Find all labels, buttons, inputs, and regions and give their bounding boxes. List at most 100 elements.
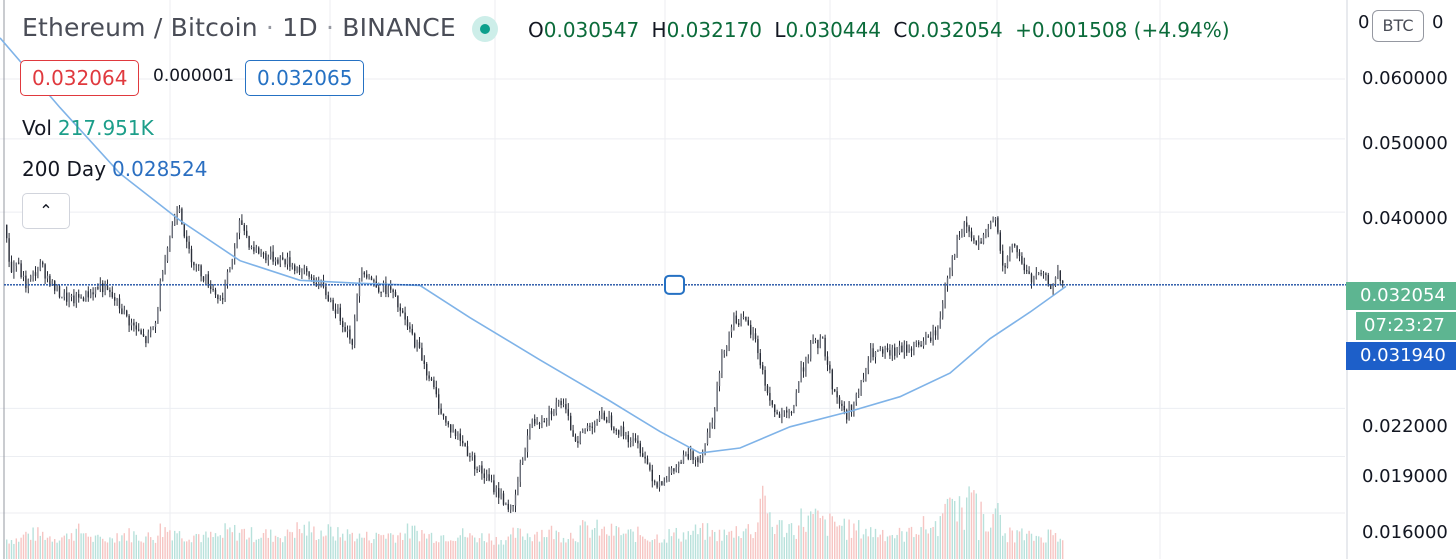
candle [466,440,469,457]
candle [58,285,61,299]
candle [666,475,668,483]
volume-bar [13,543,15,559]
candle [615,428,617,435]
volume-bar [874,528,877,559]
volume-bar [846,539,848,559]
candle [704,443,706,456]
volume-bar [20,537,22,559]
volume-bar [344,540,346,559]
candle [1059,270,1061,286]
volume-bar [474,537,476,559]
volume-bar [762,485,764,559]
volume-bar [63,535,65,559]
volume-bar [130,542,133,559]
candle [85,290,87,302]
volume-bar [1033,540,1035,559]
volume-bar [512,527,514,559]
buy-button[interactable]: 0.032065 [245,60,365,96]
volume-bar [219,535,221,559]
volume-bar [358,533,361,559]
volume-bar [774,533,776,559]
candle [589,422,591,432]
candle [519,459,521,487]
ma-label: 200 Day [22,157,107,181]
candle [946,275,949,292]
candle [1050,283,1052,290]
candle [351,338,353,350]
candle [394,289,397,297]
volume-bar [90,536,92,559]
collapse-legend-button[interactable]: ⌃ [22,193,70,229]
currency-badge[interactable]: BTC [1372,10,1424,42]
candle [639,440,641,457]
candle [560,398,562,409]
volume-bar [956,521,958,559]
candle [399,303,401,317]
candle [78,289,80,303]
volume-bar [536,531,538,559]
volume-bar [394,542,397,559]
high-value: 0.032170 [666,18,763,42]
candle [214,287,217,298]
volume-bar [668,529,670,559]
volume-bar [889,535,891,559]
price-line-handle[interactable] [664,274,685,295]
candle [296,266,298,274]
volume-bar [627,529,629,559]
volume-bar [188,539,190,559]
candle [294,263,296,275]
volume-bar [726,535,728,559]
candle [675,464,677,473]
volume-bar [92,541,94,559]
candle [733,312,735,331]
volume-bar [202,534,205,559]
candle [231,258,233,270]
candle [37,266,39,279]
volume-bar [183,541,185,559]
candle [826,351,829,372]
volume-bar [464,536,466,559]
candle [30,274,32,282]
candle [898,340,901,355]
candle [178,204,181,214]
candle [109,287,111,298]
volume-legend[interactable]: Vol 217.951K [22,116,154,140]
candle [274,257,277,266]
candle [584,428,586,434]
volume-bar [910,526,913,559]
volume-bar [786,532,788,559]
candle [858,388,860,399]
volume-bar [690,534,692,559]
volume-bar [594,528,596,559]
candle [680,459,682,464]
candle [613,426,615,434]
candle [687,447,689,461]
volume-bar [438,542,440,559]
volume-bar [570,532,572,559]
sell-button[interactable]: 0.032064 [20,60,140,96]
volume-bar [778,520,781,559]
volume-bar [630,529,632,559]
candle [325,283,327,300]
volume-bar [742,531,745,559]
volume-bar [1004,533,1006,559]
volume-bar [685,539,687,559]
volume-bar [330,526,332,559]
volume-bar [618,527,620,559]
market-status-icon[interactable] [472,16,498,42]
candle [577,435,579,448]
volume-bar [634,542,637,559]
ma-legend[interactable]: 200 Day 0.028524 [22,157,207,181]
volume-bar [310,532,313,559]
candle [855,392,857,406]
candle [202,276,205,283]
candle [771,399,773,408]
volume-bar [817,510,819,559]
candle [819,334,821,349]
volume-bar [860,538,862,559]
candle [637,435,639,449]
candle [814,337,817,344]
interval-label[interactable]: 1D [282,13,318,42]
volume-bar [728,531,730,559]
